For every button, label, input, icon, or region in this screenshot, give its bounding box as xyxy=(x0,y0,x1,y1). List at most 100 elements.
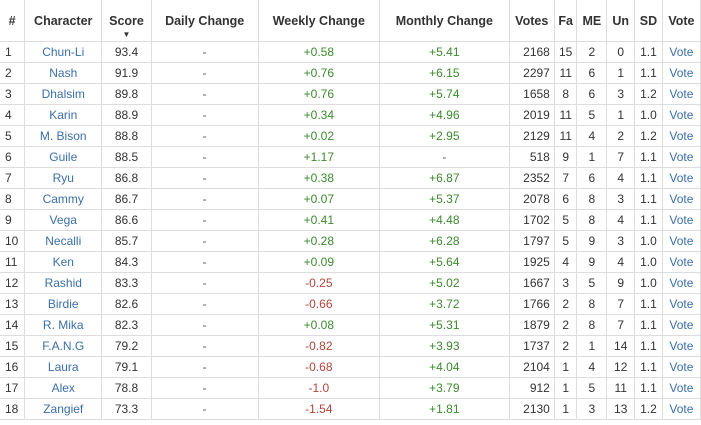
rank-cell: 2 xyxy=(0,62,26,84)
table-row: 17 Alex 78.8- -1.0 +3.79 912 1 5 11 1.1 Vote xyxy=(0,377,701,399)
character-link[interactable]: Guile xyxy=(49,150,78,164)
weekly-change-cell: +0.76 xyxy=(257,83,381,105)
character-link[interactable]: F.A.N.G xyxy=(42,339,85,353)
vote-link[interactable]: Vote xyxy=(669,297,694,311)
votes-cell: 1667 xyxy=(508,272,555,294)
header-votes[interactable]: Votes xyxy=(508,0,555,42)
vote-cell: Vote xyxy=(661,83,701,105)
character-cell: Guile xyxy=(24,146,103,168)
character-cell: R. Mika xyxy=(24,314,103,336)
weekly-change-cell: -1.0 xyxy=(257,377,381,399)
header-sd[interactable]: SD xyxy=(634,0,663,42)
header-daily-change[interactable]: Daily Change xyxy=(150,0,259,42)
monthly-change-cell: +5.64 xyxy=(379,251,510,273)
vote-link[interactable]: Vote xyxy=(669,66,694,80)
fa-cell: 1 xyxy=(553,377,578,399)
character-link[interactable]: Karin xyxy=(49,108,78,122)
monthly-change-cell: +4.96 xyxy=(379,104,510,126)
header-un[interactable]: Un xyxy=(606,0,636,42)
header-character[interactable]: Character xyxy=(24,0,103,42)
fa-cell: 2 xyxy=(553,335,578,357)
vote-cell: Vote xyxy=(661,398,701,420)
header-score[interactable]: Score ▼ xyxy=(101,0,152,42)
vote-link[interactable]: Vote xyxy=(669,171,694,185)
header-monthly-change[interactable]: Monthly Change xyxy=(379,0,510,42)
header-me[interactable]: ME xyxy=(576,0,608,42)
vote-link[interactable]: Vote xyxy=(669,381,694,395)
vote-link[interactable]: Vote xyxy=(669,108,694,122)
vote-link[interactable]: Vote xyxy=(669,318,694,332)
vote-link[interactable]: Vote xyxy=(669,45,694,59)
weekly-change-cell: +1.17 xyxy=(257,146,381,168)
score-cell: 86.6 xyxy=(101,209,152,231)
character-link[interactable]: Birdie xyxy=(47,297,79,311)
me-cell: 8 xyxy=(576,314,608,336)
table-row: 7 Ryu 86.8- +0.38 +6.87 2352 7 6 4 1.1 Vote xyxy=(0,167,701,189)
character-link[interactable]: Laura xyxy=(47,360,79,374)
vote-link[interactable]: Vote xyxy=(669,360,694,374)
vote-link[interactable]: Vote xyxy=(669,339,694,353)
header-vote[interactable]: Vote xyxy=(661,0,701,42)
character-link[interactable]: Alex xyxy=(51,381,75,395)
vote-link[interactable]: Vote xyxy=(669,129,694,143)
weekly-change-cell: +0.02 xyxy=(257,125,381,147)
vote-link[interactable]: Vote xyxy=(669,192,694,206)
daily-change-cell: - xyxy=(150,41,259,63)
header-rank[interactable]: # xyxy=(0,0,26,42)
vote-cell: Vote xyxy=(661,146,701,168)
sd-cell: 1.1 xyxy=(634,146,663,168)
character-link[interactable]: Chun-Li xyxy=(42,45,85,59)
monthly-change-cell: +5.37 xyxy=(379,188,510,210)
me-cell: 4 xyxy=(576,356,608,378)
vote-link[interactable]: Vote xyxy=(669,276,694,290)
vote-link[interactable]: Vote xyxy=(669,213,694,227)
fa-cell: 2 xyxy=(553,293,578,315)
character-link[interactable]: Vega xyxy=(49,213,77,227)
vote-cell: Vote xyxy=(661,41,701,63)
character-link[interactable]: Ryu xyxy=(52,171,74,185)
vote-link[interactable]: Vote xyxy=(669,234,694,248)
votes-cell: 2168 xyxy=(508,41,555,63)
rank-cell: 3 xyxy=(0,83,26,105)
table-row: 10 Necalli 85.7- +0.28 +6.28 1797 5 9 3 1.0 Vote xyxy=(0,230,701,252)
vote-link[interactable]: Vote xyxy=(669,87,694,101)
weekly-change-cell: +0.34 xyxy=(257,104,381,126)
daily-change-cell: - xyxy=(150,251,259,273)
character-link[interactable]: Dhalsim xyxy=(41,87,85,101)
un-cell: 1 xyxy=(606,62,636,84)
header-fa[interactable]: Fa xyxy=(553,0,578,42)
daily-change-cell: - xyxy=(150,125,259,147)
character-link[interactable]: Rashid xyxy=(44,276,82,290)
monthly-change-cell: +5.41 xyxy=(379,41,510,63)
character-link[interactable]: Cammy xyxy=(42,192,84,206)
votes-cell: 912 xyxy=(508,377,555,399)
rank-cell: 12 xyxy=(0,272,26,294)
table-row: 4 Karin 88.9- +0.34 +4.96 2019 11 5 1 1.0 Vote xyxy=(0,104,701,126)
table-row: 15 F.A.N.G 79.2- -0.82 +3.93 1737 2 1 14 1.1 Vote xyxy=(0,335,701,357)
vote-link[interactable]: Vote xyxy=(669,402,694,416)
daily-change-cell: - xyxy=(150,188,259,210)
character-cell: Vega xyxy=(24,209,103,231)
character-cell: Nash xyxy=(24,62,103,84)
header-weekly-change[interactable]: Weekly Change xyxy=(257,0,381,42)
vote-link[interactable]: Vote xyxy=(669,255,694,269)
character-link[interactable]: Zangief xyxy=(43,402,84,416)
votes-cell: 2104 xyxy=(508,356,555,378)
monthly-change-cell: +5.02 xyxy=(379,272,510,294)
daily-change-cell: - xyxy=(150,314,259,336)
character-link[interactable]: Necalli xyxy=(45,234,82,248)
weekly-change-cell: +0.07 xyxy=(257,188,381,210)
score-cell: 79.1 xyxy=(101,356,152,378)
sd-cell: 1.0 xyxy=(634,230,663,252)
un-cell: 3 xyxy=(606,188,636,210)
character-link[interactable]: Nash xyxy=(49,66,78,80)
score-cell: 85.7 xyxy=(101,230,152,252)
monthly-change-cell: - xyxy=(379,146,510,168)
character-link[interactable]: R. Mika xyxy=(42,318,84,332)
character-link[interactable]: M. Bison xyxy=(39,129,87,143)
character-link[interactable]: Ken xyxy=(52,255,74,269)
score-cell: 88.5 xyxy=(101,146,152,168)
vote-link[interactable]: Vote xyxy=(669,150,694,164)
un-cell: 4 xyxy=(606,209,636,231)
votes-cell: 2019 xyxy=(508,104,555,126)
